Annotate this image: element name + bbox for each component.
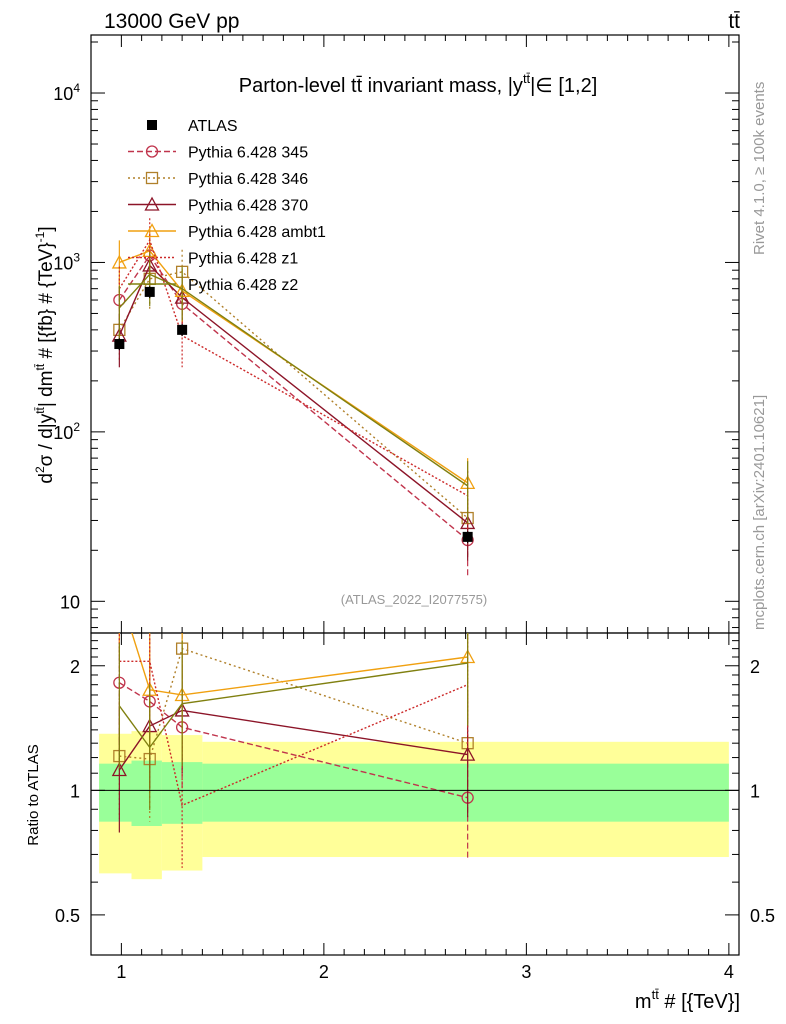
ratio-series-5 [118,633,469,810]
ratio-line-2 [118,709,468,771]
legend-item-5: Pythia 6.428 z1 [128,251,298,268]
atlas-point-1 [144,286,155,297]
ratio-tick-label-right-0: 0.5 [750,906,775,926]
ratio-line-5 [118,662,468,749]
legend-label-2: Pythia 6.428 346 [188,171,308,188]
ratio-series-layer [111,586,476,868]
ratio-y-axis-label: Ratio to ATLAS [25,744,42,845]
legend-marker-0 [147,120,157,130]
x-tick-label-2: 3 [521,962,531,982]
stat-band-1 [131,760,162,826]
ratio-point-2-3 [460,746,476,761]
ratio-tick-label-left-0: 0.5 [55,906,80,926]
legend-marker-2 [145,171,159,185]
ratio-point-3-0 [113,586,126,598]
atlas-point-3 [462,531,473,542]
ratio-point-2-0 [111,762,127,777]
side-label-top: Rivet 4.1.0, ≥ 100k events [751,82,768,255]
y-axis-label: d2σ / d|ytt̄| dmtt̄ # [{fb} # {TeV}-1] [33,226,57,483]
ratio-tick-label-right-1: 1 [750,781,760,801]
x-tick-label-0: 1 [116,962,126,982]
side-label-bottom: mcplots.cern.ch [arXiv:2401.10621] [751,395,768,630]
ratio-tick-label-right-2: 2 [750,657,760,677]
legend-marker-3 [144,196,160,211]
legend-marker-4 [144,223,160,238]
ratio-line-1 [119,647,468,760]
atlas-data [114,286,473,544]
atlas-point-0 [114,339,125,350]
series-line-4 [118,238,468,497]
legend-item-1: Pythia 6.428 345 [128,145,308,162]
ratio-line-0 [118,682,468,799]
legend-item-3: Pythia 6.428 370 [128,196,308,215]
chart-title: Parton-level tt̄ invariant mass, |ytt̄|∈… [239,71,598,97]
legend-label-5: Pythia 6.428 z1 [188,251,298,268]
legend-label-0: ATLAS [188,118,238,135]
legend-item-0: ATLAS [147,118,238,135]
ratio-panel-frame [90,632,740,956]
series-1 [113,249,474,556]
ratio-tick-label-left-1: 1 [70,781,80,801]
legend-label-3: Pythia 6.428 370 [188,198,308,215]
legend-item-6: Pythia 6.428 z2 [128,277,298,294]
header-left: 13000 GeV pp [104,10,239,33]
legend-item-2: Pythia 6.428 346 [128,171,308,188]
legend: ATLAS Pythia 6.428 345 Pythia 6.428 346 Pyt… [128,118,326,294]
x-axis-label: mtt̄ # [{TeV}] [635,987,740,1013]
y-tick-label-2: 103 [53,250,80,273]
ratio-uncertainty-bands [99,731,729,880]
ratio-line-3 [131,633,468,696]
ratio-line-4 [119,660,468,807]
legend-label-4: Pythia 6.428 ambt1 [188,224,326,241]
stat-band-0 [99,763,132,822]
legend-marker-1 [145,145,159,158]
atlas-point-2 [177,324,188,335]
main-series-layer [111,218,476,578]
y-tick-label-1: 102 [53,420,80,443]
y-tick-label-3: 104 [53,81,80,104]
analysis-id: (ATLAS_2022_I2077575) [341,592,487,607]
axis-ticks: 1 2 3 4 10 102 103 104 0.5 0.5 1 1 2 2 [53,35,775,982]
series-line-5 [118,273,469,487]
header-right: tt̄ [728,10,740,33]
legend-label-6: Pythia 6.428 z2 [188,277,298,294]
series-line-0 [118,254,469,541]
legend-item-4: Pythia 6.428 ambt1 [128,223,326,241]
legend-label-1: Pythia 6.428 345 [188,145,308,162]
x-tick-label-3: 4 [724,962,734,982]
ratio-tick-label-left-2: 2 [70,657,80,677]
series-line-1 [118,271,469,519]
y-tick-label-0: 10 [60,592,80,612]
x-tick-label-1: 2 [319,962,329,982]
